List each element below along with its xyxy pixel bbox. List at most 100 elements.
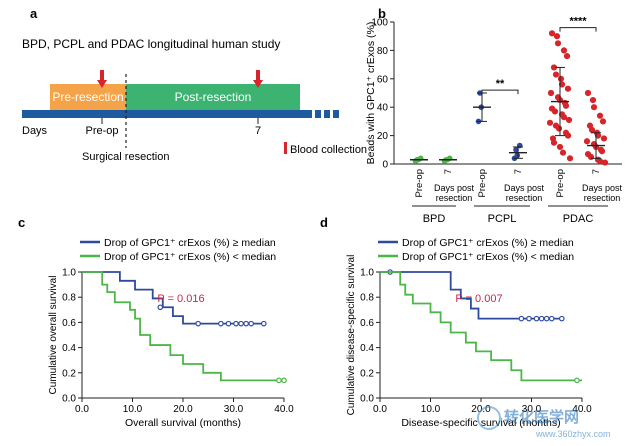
panel-a: a BPD, PCPL and PDAC longitudinal human … [22, 6, 367, 163]
censor-mark [260, 320, 267, 327]
censor-mark [543, 315, 550, 322]
post-sublabel-line2: resection [506, 193, 543, 203]
x-tick-label: 40.0 [274, 404, 294, 415]
x-axis-label: Overall survival (months) [125, 417, 241, 429]
x-tick-label: Pre-op [414, 169, 425, 198]
post-sublabel-line2: resection [436, 193, 473, 203]
panel-c-letter: c [18, 215, 25, 230]
y-tick-label: 0.8 [62, 293, 76, 304]
watermark-text: 转化医学网 [504, 408, 579, 426]
data-point [596, 158, 604, 165]
survival-curve [82, 271, 284, 382]
data-point [588, 126, 596, 134]
data-point [589, 97, 597, 104]
data-point [564, 132, 572, 139]
censor-mark [558, 315, 565, 322]
y-tick-label: 100 [371, 18, 388, 29]
data-point [560, 47, 568, 54]
x-tick-label: 7 [591, 169, 602, 174]
censor-mark [533, 315, 540, 322]
p-value-annotation: P = 0.007 [455, 293, 502, 305]
post-resection-box [126, 84, 300, 110]
post-resection-label: Post-resection [175, 90, 252, 104]
survival-curve [82, 271, 267, 325]
data-point [587, 153, 595, 160]
timeline-dashes [315, 110, 339, 118]
panel-c: c 0.0 0.2 0.4 0.6 0.8 1.0 0.0 10.0 20.0 30.0 40.0 O… [18, 215, 294, 429]
panel-a-title: BPD, PCPL and PDAC longitudinal human st… [22, 37, 280, 51]
censor-mark [276, 377, 282, 384]
data-point [552, 71, 560, 78]
panel-c-plot: 0.0 0.2 0.4 0.6 0.8 1.0 0.0 10.0 20.0 30.0 40.0 Ove… [48, 237, 294, 429]
data-point [559, 149, 567, 156]
watermark-logo-icon [477, 406, 501, 430]
data-point [547, 89, 555, 97]
data-point [555, 125, 563, 132]
timeline-bar [22, 110, 312, 118]
survival-curve [380, 271, 565, 320]
censor-mark [225, 320, 232, 327]
y-tick-label: 0.4 [360, 343, 374, 354]
blood-marker-preop [97, 70, 107, 88]
significance-bracket [559, 27, 597, 32]
x-tick-label: 30.0 [224, 404, 244, 415]
censor-mark [538, 315, 545, 322]
censor-mark [574, 377, 580, 384]
data-point [563, 52, 571, 60]
legend-label: Drop of GPC1⁺ crExos (%) < median [402, 251, 574, 263]
legend-label: Drop of GPC1⁺ crExos (%) ≥ median [402, 237, 574, 249]
post-sublabel-line2: resection [584, 193, 621, 203]
significance-label: ** [496, 78, 505, 90]
group-label: PDAC [563, 213, 594, 225]
y-tick-label: 1.0 [62, 268, 76, 279]
y-tick-label: 0.2 [62, 368, 76, 379]
y-tick-label: 40 [377, 103, 389, 114]
data-point [554, 40, 562, 47]
y-tick-label: 60 [377, 74, 389, 85]
pre-resection-label: Pre-resection [52, 90, 123, 104]
pre-resection-box [50, 84, 126, 110]
censor-mark [281, 377, 287, 384]
y-tick-label: 0.4 [62, 343, 76, 354]
blood-marker-day7 [253, 70, 263, 88]
censor-mark [248, 320, 254, 327]
panel-d: d 0.00.20.40.60.81.00.0 10.0 20.0 30.0 40.0D… [320, 215, 592, 429]
censor-mark [195, 320, 201, 327]
x-tick-label: 7 [513, 169, 524, 174]
data-point [562, 102, 570, 109]
significance-bracket [481, 89, 519, 95]
blood-collection-label: Blood collection [290, 144, 367, 156]
data-point [565, 116, 573, 124]
days-label: Days [22, 125, 48, 137]
significance-label: **** [569, 16, 587, 28]
data-point [550, 64, 558, 71]
data-point [550, 139, 558, 146]
data-point [598, 148, 606, 155]
y-tick-label: 0.6 [360, 318, 374, 329]
y-tick-label: 0.2 [360, 368, 374, 379]
legend-label: Drop of GPC1⁺ crExos (%) < median [104, 251, 276, 263]
x-tick-label: 0.0 [373, 404, 387, 415]
x-tick-label: Pre-op [555, 169, 566, 198]
censor-mark [518, 315, 525, 322]
y-tick-label: 1.0 [360, 268, 374, 279]
surgical-resection-label: Surgical resection [82, 151, 169, 163]
x-tick-label: 10.0 [421, 404, 441, 415]
y-axis-label: Cumulative overall survival [48, 276, 59, 395]
data-point [596, 112, 604, 119]
data-point [600, 135, 608, 142]
group-label: PCPL [488, 213, 517, 225]
post-sublabel-line1: Days post [504, 183, 545, 193]
data-point [584, 89, 592, 97]
y-tick-label: 0 [382, 160, 388, 171]
day7-label: 7 [255, 125, 261, 137]
data-point [566, 155, 574, 162]
data-point [546, 119, 554, 126]
y-axis-label: Beads with GPC1⁺ crExos (%) [365, 22, 377, 165]
x-tick-label: Pre-op [477, 169, 488, 198]
y-axis-label: Cumulative disease-specific survival [346, 255, 357, 416]
y-tick-label: 0.0 [360, 394, 374, 405]
data-point [548, 30, 556, 37]
